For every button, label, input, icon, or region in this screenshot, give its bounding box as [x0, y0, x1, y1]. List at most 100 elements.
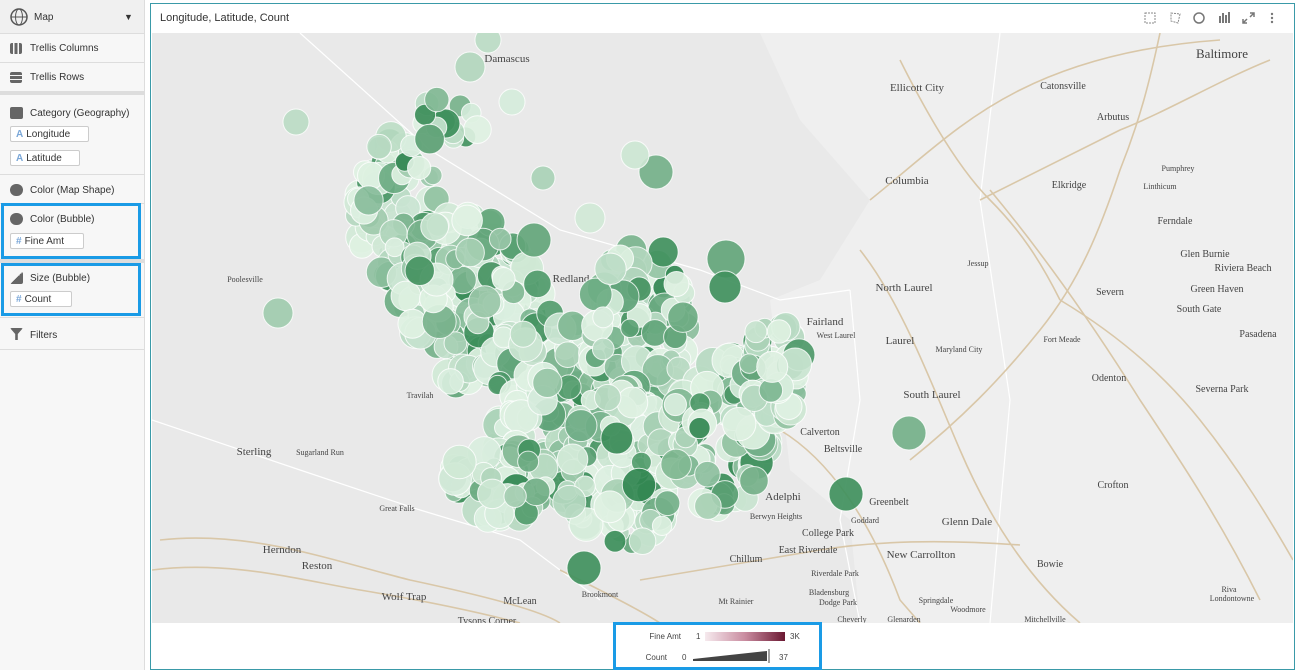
place-label: Mitchellville: [1024, 615, 1066, 623]
place-label: Brookmont: [582, 590, 619, 599]
place-label: Ferndale: [1158, 216, 1194, 227]
target-tool[interactable]: [1193, 12, 1205, 24]
bubble: [756, 350, 789, 383]
place-label: Fairland: [807, 316, 844, 328]
place-label: Redland: [553, 273, 590, 285]
menu-tool[interactable]: [1270, 12, 1274, 24]
place-label: Travilah: [407, 391, 434, 400]
bubble: [660, 448, 692, 481]
place-label: Pumphrey: [1162, 164, 1195, 173]
field: Latitude: [26, 153, 62, 164]
place-label: Green Haven: [1190, 284, 1243, 295]
bubble: [454, 51, 486, 83]
place-label: Catonsville: [1040, 81, 1086, 92]
bubble: [404, 255, 435, 287]
bubble: [694, 492, 722, 520]
bubble: [628, 527, 657, 555]
field-chip[interactable]: A Longitude: [10, 126, 89, 142]
field-chip[interactable]: # Fine Amt: [10, 233, 84, 249]
bubble: [739, 465, 769, 496]
bubble: [498, 88, 526, 116]
bubble: [638, 154, 674, 190]
bubble: [603, 529, 627, 553]
place-label: Elkridge: [1052, 180, 1087, 191]
globe-icon: [10, 8, 28, 26]
bubble: [566, 550, 602, 586]
place-label: Damascus: [484, 53, 529, 65]
place-label: Columbia: [885, 175, 929, 187]
place-label: Glenarden: [887, 615, 920, 623]
place-label: Sugarland Run: [296, 448, 344, 457]
trellis-rows[interactable]: Trellis Rows: [0, 63, 144, 92]
place-label: Wolf Trap: [382, 591, 427, 603]
dropdown-arrow[interactable]: ▼: [124, 12, 133, 22]
legend-color-min: 1: [696, 632, 701, 641]
place-label: Maryland City: [936, 345, 983, 354]
icon: [10, 328, 23, 340]
expand-tool[interactable]: [1242, 12, 1255, 24]
highlight: [1, 203, 141, 259]
category-section: Category (Geography) A Longitude A Latitud…: [0, 92, 144, 175]
size-bubble: Size (Bubble) # Count: [0, 260, 144, 318]
bubble: [591, 337, 615, 361]
place-label: Mt Rainier: [719, 597, 754, 606]
bubble: [552, 484, 587, 519]
select-tool[interactable]: [1144, 12, 1156, 24]
place-label: Pasadena: [1239, 329, 1277, 340]
place-label: Crofton: [1097, 480, 1128, 491]
bubble: [647, 236, 679, 268]
color-ramp: [705, 632, 785, 641]
bubble: [488, 227, 512, 251]
bubble: [384, 237, 405, 258]
place-label: Laurel: [886, 335, 915, 347]
place-label: West Laurel: [817, 331, 856, 340]
bubble: [420, 212, 450, 242]
bubble: [468, 285, 502, 319]
color-map-shape[interactable]: Color (Map Shape): [0, 175, 144, 204]
field: Fine Amt: [24, 236, 65, 247]
place-label: Arbutus: [1097, 112, 1129, 123]
bubble: [694, 460, 721, 488]
bubble: [353, 185, 384, 216]
viz-selector[interactable]: Map ▼: [0, 0, 144, 34]
place-label: South Gate: [1177, 304, 1222, 315]
place-label: Greenbelt: [869, 497, 909, 508]
place-label: Baltimore: [1196, 46, 1248, 61]
bubble: [451, 204, 483, 237]
place-label: Dodge Park: [819, 598, 857, 607]
bubble: [442, 444, 477, 480]
place-label: Tysons Corner: [458, 616, 517, 623]
bubble: [651, 515, 673, 537]
roads: [152, 33, 1293, 623]
place-label: Woodmore: [950, 605, 986, 614]
bubble: [738, 353, 760, 374]
place-label: Beltsville: [824, 444, 863, 455]
trellis-columns[interactable]: Trellis Columns: [0, 34, 144, 63]
chart-tool[interactable]: [1219, 12, 1230, 23]
field-chip[interactable]: # Count: [10, 291, 72, 307]
bubble: [828, 476, 864, 512]
bubble: [424, 86, 450, 113]
bubble: [517, 450, 540, 473]
lasso-tool[interactable]: [1170, 12, 1181, 24]
place-label: Bladensburg: [809, 588, 849, 597]
icon: [10, 213, 23, 225]
icon: [10, 184, 23, 196]
place-labels: Damascus Ellicott City Catonsville Baltimor…: [227, 46, 1277, 623]
place-label: Goddard: [851, 516, 879, 525]
field: Longitude: [26, 129, 71, 140]
bubble: [503, 484, 527, 508]
bubble: [654, 490, 681, 517]
label: Color (Map Shape): [30, 185, 115, 196]
place-label: Herndon: [263, 544, 302, 556]
bubble: [621, 467, 657, 503]
legend-color-max: 3K: [790, 632, 800, 641]
place-label: Berwyn Heights: [750, 512, 802, 521]
filters[interactable]: Filters: [0, 318, 144, 350]
place-label: Calverton: [800, 427, 839, 438]
field-chip[interactable]: A Latitude: [10, 150, 80, 166]
bubble: [663, 271, 690, 298]
bubble: [407, 155, 432, 181]
label: Trellis Columns: [30, 43, 99, 54]
bubble: [667, 301, 699, 333]
